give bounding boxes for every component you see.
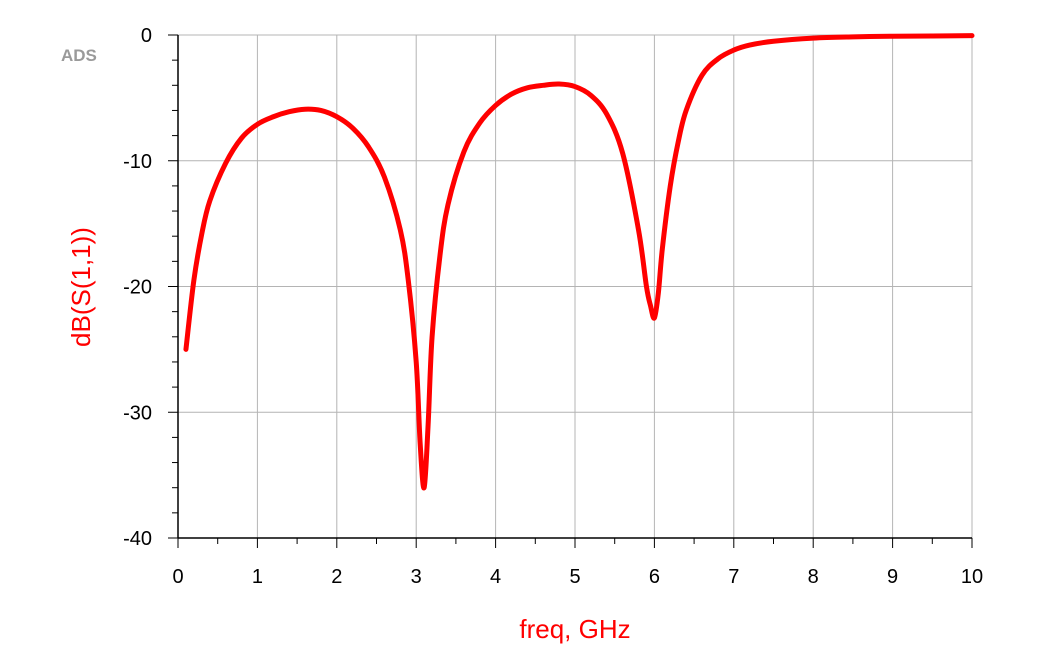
x-tick-label: 1	[252, 566, 263, 588]
ticks	[168, 34, 973, 548]
x-tick-label: 5	[569, 566, 580, 588]
x-tick-label: 6	[649, 566, 660, 588]
series-trace	[183, 33, 975, 491]
x-axis-title: freq, GHz	[519, 614, 630, 644]
ads-watermark: ADS	[61, 46, 97, 65]
x-tick-label: 4	[490, 566, 501, 588]
x-tick-label: 10	[961, 566, 983, 588]
y-axis-title: dB(S(1,1))	[66, 227, 96, 347]
x-tick-label: 7	[728, 566, 739, 588]
y-tick-label: -30	[123, 402, 152, 424]
y-tick-label: -10	[123, 151, 152, 173]
y-tick-label: -20	[123, 277, 152, 299]
x-tick-label: 0	[172, 566, 183, 588]
grid	[178, 34, 973, 538]
y-tick-label: -40	[123, 528, 152, 550]
x-tick-label: 8	[808, 566, 819, 588]
x-tick-label: 2	[331, 566, 342, 588]
tick-labels: 0 1 2 3 4 5 6 7 8 9 10 0 -10 -20 -30 -40	[123, 25, 983, 588]
x-tick-label: 3	[411, 566, 422, 588]
y-tick-label: 0	[141, 25, 152, 47]
x-tick-label: 9	[887, 566, 898, 588]
